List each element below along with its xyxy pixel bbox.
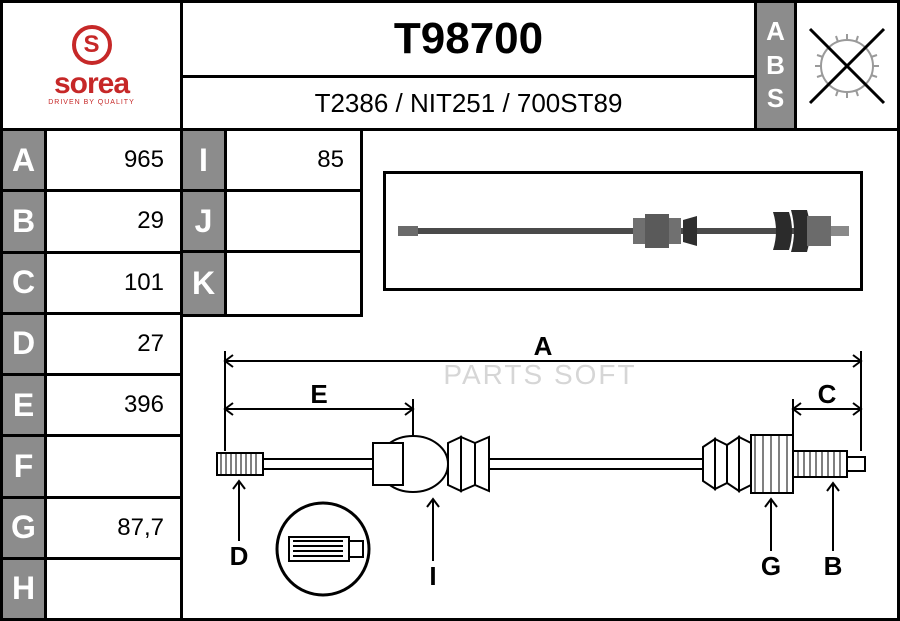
spec-letter: A bbox=[3, 131, 47, 189]
spec-value: 101 bbox=[47, 254, 180, 312]
spec-row-c: C 101 bbox=[3, 254, 180, 315]
spec-value bbox=[47, 437, 180, 495]
spec-row-j: J bbox=[183, 192, 360, 253]
dim-label-a: A bbox=[534, 331, 553, 361]
spec-letter: I bbox=[183, 131, 227, 189]
spec-row-d: D 27 bbox=[3, 315, 180, 376]
dim-label-g: G bbox=[761, 551, 781, 581]
spec-sheet: S sorea DRIVEN BY QUALITY T98700 T2386 /… bbox=[0, 0, 900, 621]
logo-name: sorea bbox=[54, 67, 129, 101]
spec-letter: E bbox=[3, 376, 47, 434]
abs-label-column: A B S bbox=[757, 3, 797, 128]
spec-value: 27 bbox=[47, 315, 180, 373]
spec-value bbox=[47, 560, 180, 618]
spec-row-e: E 396 bbox=[3, 376, 180, 437]
part-number: T98700 bbox=[183, 3, 754, 78]
bottom-area: A 965 B 29 C 101 D 27 E 396 F bbox=[3, 131, 897, 618]
logo-tagline: DRIVEN BY QUALITY bbox=[48, 99, 135, 106]
abs-icon-cell bbox=[797, 3, 897, 128]
spec-row-g: G 87,7 bbox=[3, 499, 180, 560]
dim-label-d: D bbox=[230, 541, 249, 571]
right-pane: I 85 J K bbox=[183, 131, 897, 618]
title-cell: T98700 T2386 / NIT251 / 700ST89 bbox=[183, 3, 757, 128]
spec-row-h: H bbox=[3, 560, 180, 618]
abs-letter-b: B bbox=[766, 49, 785, 83]
spec-row-b: B 29 bbox=[3, 192, 180, 253]
logo-cell: S sorea DRIVEN BY QUALITY bbox=[3, 3, 183, 128]
dim-label-b: B bbox=[824, 551, 843, 581]
driveshaft-diagram-icon: A E C bbox=[193, 331, 887, 608]
spec-value: 396 bbox=[47, 376, 180, 434]
abs-letter-a: A bbox=[766, 15, 785, 49]
logo-glyph: S bbox=[83, 31, 99, 59]
spec-value: 965 bbox=[47, 131, 180, 189]
spec-letter: G bbox=[3, 499, 47, 557]
logo-icon: S bbox=[72, 25, 112, 65]
spec-value: 29 bbox=[47, 192, 180, 250]
spec-value bbox=[227, 253, 360, 314]
dim-label-e: E bbox=[310, 379, 327, 409]
spec-letter: C bbox=[3, 254, 47, 312]
spec-letter: H bbox=[3, 560, 47, 618]
spec-row-i: I 85 bbox=[183, 131, 360, 192]
cross-reference: T2386 / NIT251 / 700ST89 bbox=[183, 78, 754, 128]
gear-crossed-icon bbox=[804, 23, 890, 109]
spec-value: 85 bbox=[227, 131, 360, 189]
spec-column-right: I 85 J K bbox=[183, 131, 363, 317]
spec-value bbox=[227, 192, 360, 250]
dim-label-i: I bbox=[429, 561, 436, 591]
spec-column-left: A 965 B 29 C 101 D 27 E 396 F bbox=[3, 131, 183, 618]
spec-letter: K bbox=[183, 253, 227, 314]
dim-label-c: C bbox=[818, 379, 837, 409]
spec-row-f: F bbox=[3, 437, 180, 498]
spec-letter: F bbox=[3, 437, 47, 495]
driveshaft-photo-icon bbox=[393, 186, 853, 276]
spec-value: 87,7 bbox=[47, 499, 180, 557]
spec-row-a: A 965 bbox=[3, 131, 180, 192]
dimension-diagram: A E C bbox=[193, 331, 887, 608]
spec-row-k: K bbox=[183, 253, 360, 314]
spec-letter: J bbox=[183, 192, 227, 250]
abs-letter-s: S bbox=[767, 82, 784, 116]
spec-letter: D bbox=[3, 315, 47, 373]
header-row: S sorea DRIVEN BY QUALITY T98700 T2386 /… bbox=[3, 3, 897, 131]
product-photo bbox=[383, 171, 863, 291]
spec-letter: B bbox=[3, 192, 47, 250]
